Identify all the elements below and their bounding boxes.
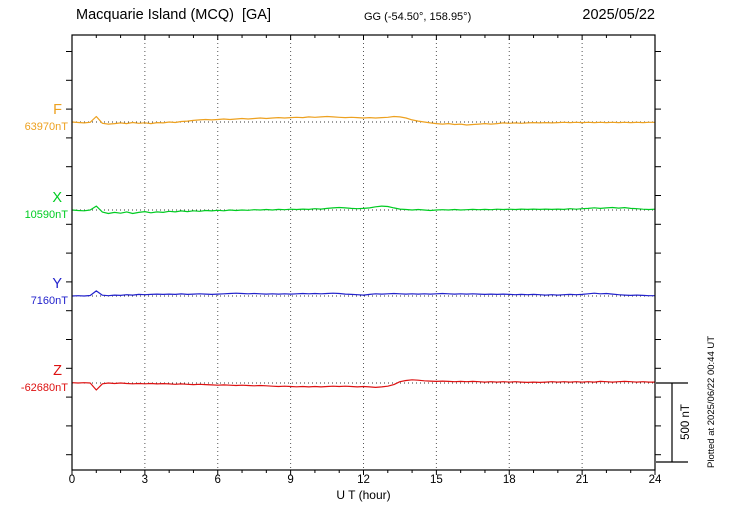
x-tick-label: 9 <box>287 474 293 486</box>
channel-label-F: F <box>53 102 62 118</box>
trace-Z <box>71 379 655 391</box>
plot-frame <box>71 34 656 471</box>
footer-plotted-at: Plotted at 2025/06/22 00:44 UT <box>706 336 717 468</box>
x-tick-label: 15 <box>430 474 443 486</box>
x-tick-label: 18 <box>503 474 516 486</box>
x-tick-label: 6 <box>215 474 221 486</box>
x-tick-label: 0 <box>69 474 75 486</box>
channel-label-Z: Z <box>53 363 62 379</box>
channel-baseline-F: 63970nT <box>24 121 68 133</box>
channel-label-Y: Y <box>52 276 62 292</box>
x-tick-label: 3 <box>142 474 148 486</box>
station-title: Macquarie Island (MCQ) [GA] <box>76 7 271 23</box>
x-tick-label: 12 <box>357 474 370 486</box>
scale-bar-label: 500 nT <box>680 404 692 440</box>
trace-X <box>71 205 656 215</box>
channel-label-X: X <box>52 190 62 206</box>
trace-F <box>71 115 655 126</box>
trace-Y <box>71 290 655 297</box>
channel-baseline-Z: -62680nT <box>20 382 68 394</box>
geographic-coords: GG (-54.50°, 158.95°) <box>364 11 472 23</box>
channel-baseline-X: 10590nT <box>24 209 68 221</box>
x-tick-label: 24 <box>649 474 662 486</box>
plot-date: 2025/05/22 <box>582 7 655 23</box>
x-axis-label: U T (hour) <box>336 488 391 502</box>
channel-baseline-Y: 7160nT <box>30 295 68 307</box>
x-tick-label: 21 <box>576 474 589 486</box>
